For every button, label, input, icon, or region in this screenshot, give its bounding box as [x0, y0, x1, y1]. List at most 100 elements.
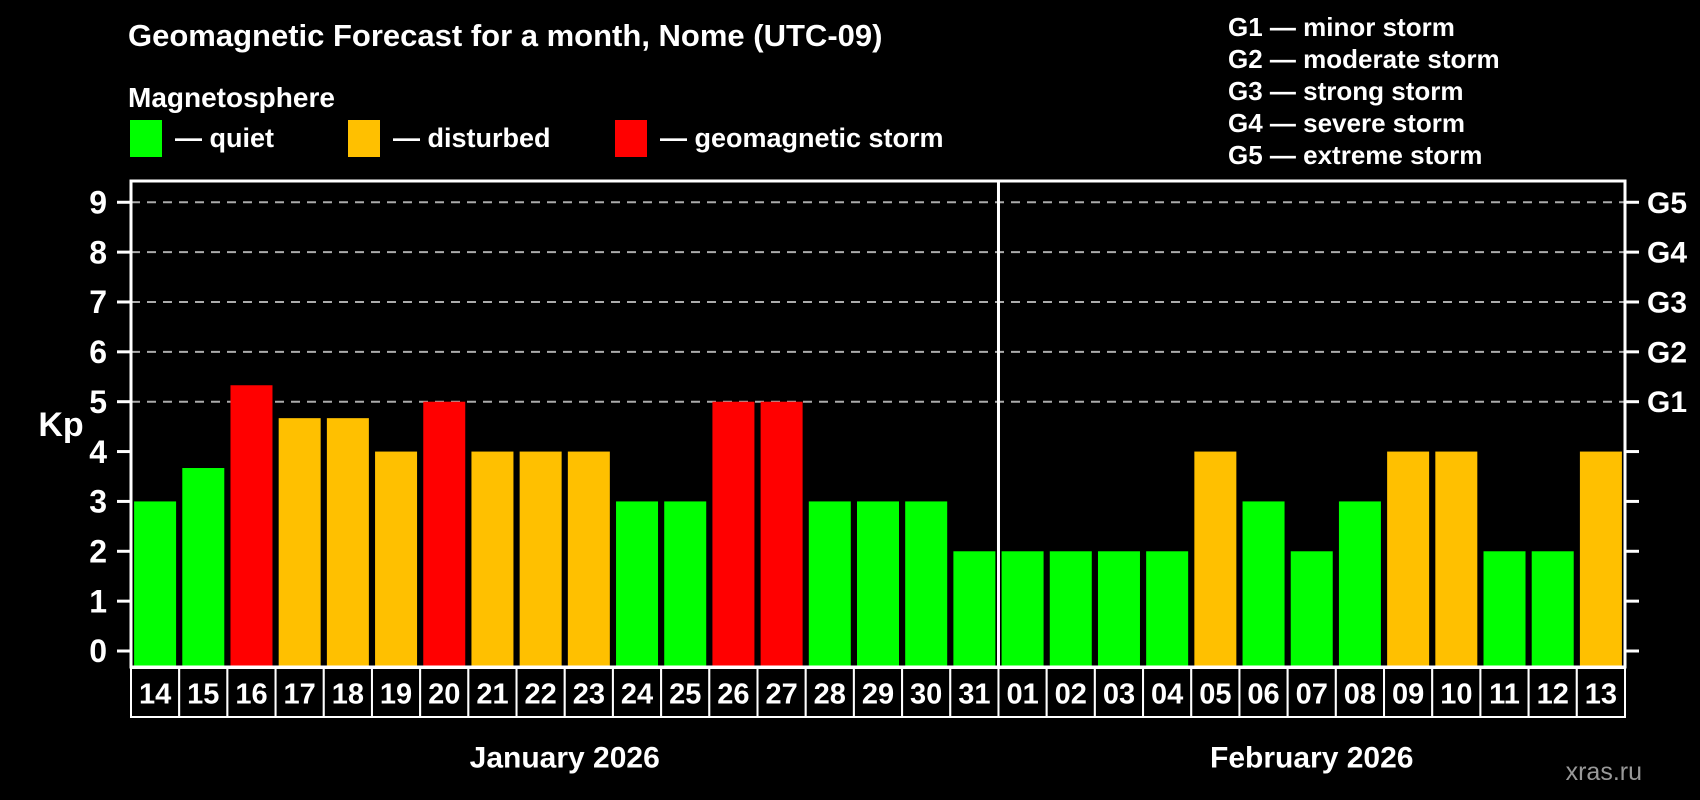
day-label-04: 04 [1151, 679, 1183, 711]
day-label-06: 06 [1247, 679, 1279, 711]
day-label-15: 15 [187, 679, 219, 711]
kp-bar-day-02 [1049, 551, 1092, 667]
y-axis-label-9: 9 [89, 184, 107, 220]
kp-bar-day-26 [712, 401, 755, 667]
y-axis-label-5: 5 [89, 384, 107, 420]
month-label-february: February 2026 [1210, 742, 1413, 775]
kp-bar-day-22 [519, 451, 562, 667]
day-label-21: 21 [476, 679, 508, 711]
right-axis-label-g5: G5 [1647, 187, 1687, 220]
kp-bar-day-30 [905, 501, 948, 667]
kp-bar-day-05 [1194, 451, 1237, 667]
day-cell-24 [611, 667, 663, 718]
day-label-25: 25 [669, 679, 701, 711]
day-cell-22 [515, 667, 566, 718]
y-axis-label-2: 2 [89, 533, 107, 569]
day-label-26: 26 [717, 679, 749, 711]
legend-item-storm: — geomagnetic storm [615, 118, 944, 158]
day-cell-21 [467, 667, 518, 718]
day-cell-23 [563, 667, 614, 718]
day-label-14: 14 [139, 679, 171, 711]
day-cell-28 [804, 667, 855, 718]
day-label-13: 13 [1585, 679, 1617, 711]
right-axis-label-g2: G2 [1647, 336, 1687, 369]
day-label-24: 24 [621, 679, 653, 711]
day-label-27: 27 [765, 679, 797, 711]
day-label-23: 23 [573, 679, 605, 711]
kp-bar-day-10 [1435, 451, 1478, 667]
day-label-05: 05 [1199, 679, 1231, 711]
kp-bar-day-01 [1001, 551, 1044, 667]
right-axis-label-g3: G3 [1647, 286, 1687, 319]
storm-scale-item-g1: G1 — minor storm [1228, 12, 1455, 42]
day-cell-02 [1045, 667, 1096, 718]
day-label-02: 02 [1055, 679, 1087, 711]
kp-bar-day-07 [1290, 551, 1333, 667]
legend-item-disturbed: — disturbed [348, 118, 551, 158]
kp-bar-day-09 [1387, 451, 1430, 667]
day-label-28: 28 [814, 679, 846, 711]
legend-item-quiet: — quiet [130, 118, 274, 158]
kp-bar-day-11 [1483, 551, 1526, 667]
storm-scale-item-g2: G2 — moderate storm [1228, 44, 1500, 74]
day-cell-17 [274, 667, 325, 718]
kp-bar-day-03 [1097, 551, 1140, 667]
day-cell-27 [756, 667, 807, 718]
kp-bar-day-16 [230, 385, 273, 667]
day-label-17: 17 [284, 679, 316, 711]
kp-bar-day-20 [423, 401, 466, 667]
day-label-11: 11 [1489, 679, 1520, 711]
day-label-03: 03 [1103, 679, 1135, 711]
kp-bar-day-15 [182, 468, 225, 667]
day-cell-07 [1286, 667, 1337, 718]
kp-bar-day-21 [471, 451, 514, 667]
kp-bar-day-25 [664, 501, 707, 667]
y-axis-label-6: 6 [89, 334, 107, 370]
day-cell-05 [1190, 667, 1241, 718]
day-label-19: 19 [380, 679, 412, 711]
legend-label-storm: — geomagnetic storm [660, 122, 944, 153]
day-cell-13 [1575, 667, 1626, 718]
day-label-01: 01 [1006, 679, 1038, 711]
right-axis-label-g1: G1 [1647, 386, 1687, 419]
day-label-29: 29 [862, 679, 894, 711]
storm-color-swatch [615, 119, 647, 157]
kp-bar-day-27 [760, 401, 803, 667]
y-axis-label-3: 3 [89, 484, 107, 520]
day-cell-12 [1527, 667, 1578, 718]
kp-bar-day-13 [1579, 451, 1622, 667]
day-cell-16 [226, 667, 277, 718]
day-cell-09 [1383, 667, 1434, 718]
day-cell-20 [419, 667, 470, 718]
day-label-18: 18 [332, 679, 364, 711]
day-label-10: 10 [1440, 679, 1472, 711]
day-label-30: 30 [910, 679, 942, 711]
day-label-08: 08 [1344, 679, 1376, 711]
day-label-31: 31 [958, 679, 990, 711]
day-cell-30 [901, 667, 952, 718]
kp-bar-day-14 [134, 501, 177, 667]
kp-bar-day-12 [1531, 551, 1574, 667]
kp-bar-day-24 [616, 501, 659, 667]
right-axis-label-g4: G4 [1647, 237, 1687, 270]
day-cell-25 [660, 667, 711, 718]
legend-label-quiet: — quiet [175, 122, 274, 153]
day-label-20: 20 [428, 679, 460, 711]
day-label-09: 09 [1392, 679, 1424, 711]
kp-bar-day-18 [326, 418, 369, 667]
kp-bar-day-08 [1338, 501, 1381, 667]
day-cell-06 [1238, 667, 1289, 718]
kp-bar-day-31 [953, 551, 996, 667]
kp-bar-day-17 [278, 418, 321, 667]
day-cell-18 [322, 667, 373, 718]
legend-label-disturbed: — disturbed [393, 122, 551, 153]
day-label-07: 07 [1296, 679, 1328, 711]
day-label-16: 16 [235, 679, 267, 711]
y-axis-label-1: 1 [89, 583, 107, 619]
chart-subtitle: Magnetosphere [128, 82, 335, 113]
day-cell-11 [1479, 667, 1530, 718]
month-label-january: January 2026 [470, 742, 660, 775]
storm-scale-item-g4: G4 — severe storm [1228, 108, 1466, 138]
y-axis-label-7: 7 [89, 284, 107, 320]
